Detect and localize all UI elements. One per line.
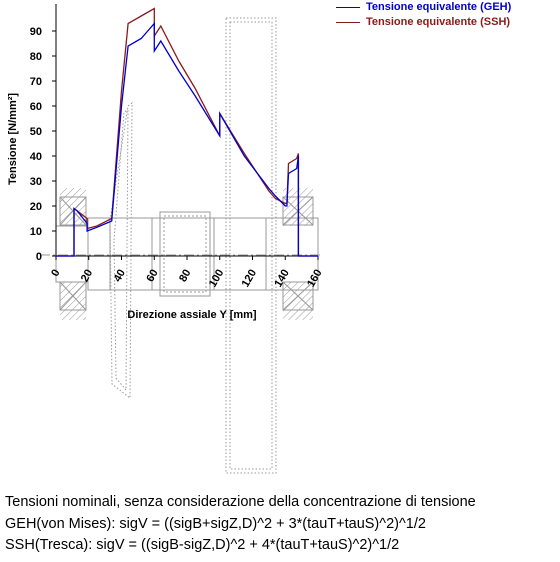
x-tick-label: 20 bbox=[79, 268, 96, 285]
chart-caption: Tensioni nominali, senza considerazione … bbox=[5, 492, 476, 557]
y-tick-label: 90 bbox=[30, 26, 42, 38]
legend-swatch-ssh bbox=[336, 22, 360, 24]
series-line-geh bbox=[56, 21, 318, 257]
shaft-drawing bbox=[40, 17, 320, 474]
y-tick-label: 0 bbox=[36, 251, 42, 263]
series-line-ssh bbox=[56, 7, 318, 257]
stress-chart: 0 10 20 30 40 50 60 70 80 90 Tensione [N/mm²] 0 20 40… bbox=[7, 4, 325, 474]
y-tick-label: 60 bbox=[30, 101, 42, 113]
legend-label-ssh: Tensione equivalente (SSH) bbox=[366, 16, 511, 28]
caption-line-1: Tensioni nominali, senza considerazione … bbox=[5, 494, 476, 510]
x-tick-label: 0 bbox=[49, 268, 62, 279]
chart-axes: 0 10 20 30 40 50 60 70 80 90 Tensione [N/mm²] 0 20 40… bbox=[7, 4, 325, 321]
x-tick-label: 160 bbox=[305, 268, 325, 290]
x-tick-label: 120 bbox=[240, 268, 260, 290]
legend-swatch-geh bbox=[336, 7, 360, 9]
legend-label-geh: Tensione equivalente (GEH) bbox=[366, 1, 512, 13]
y-tick-label: 10 bbox=[30, 226, 42, 238]
x-tick-label: 40 bbox=[112, 268, 129, 285]
y-tick-label: 50 bbox=[30, 126, 42, 138]
y-axis-label: Tensione [N/mm²] bbox=[7, 93, 19, 185]
y-tick-label: 30 bbox=[30, 176, 42, 188]
x-axis-label: Direzione assiale Y [mm] bbox=[127, 309, 257, 321]
x-tick-label: 80 bbox=[177, 268, 194, 285]
y-tick-label: 40 bbox=[30, 151, 42, 163]
y-tick-label: 20 bbox=[30, 201, 42, 213]
y-tick-label: 70 bbox=[30, 76, 42, 88]
y-tick-label: 80 bbox=[30, 51, 42, 63]
series-layer bbox=[56, 7, 318, 257]
bearing-left bbox=[59, 188, 87, 320]
caption-line-3: SSH(Tresca): sigV = ((sigB-sigZ,D)^2 + 4… bbox=[5, 537, 400, 553]
caption-line-2: GEH(von Mises): sigV = ((sigB+sigZ,D)^2 … bbox=[5, 515, 426, 532]
x-tick-label: 60 bbox=[144, 268, 161, 285]
